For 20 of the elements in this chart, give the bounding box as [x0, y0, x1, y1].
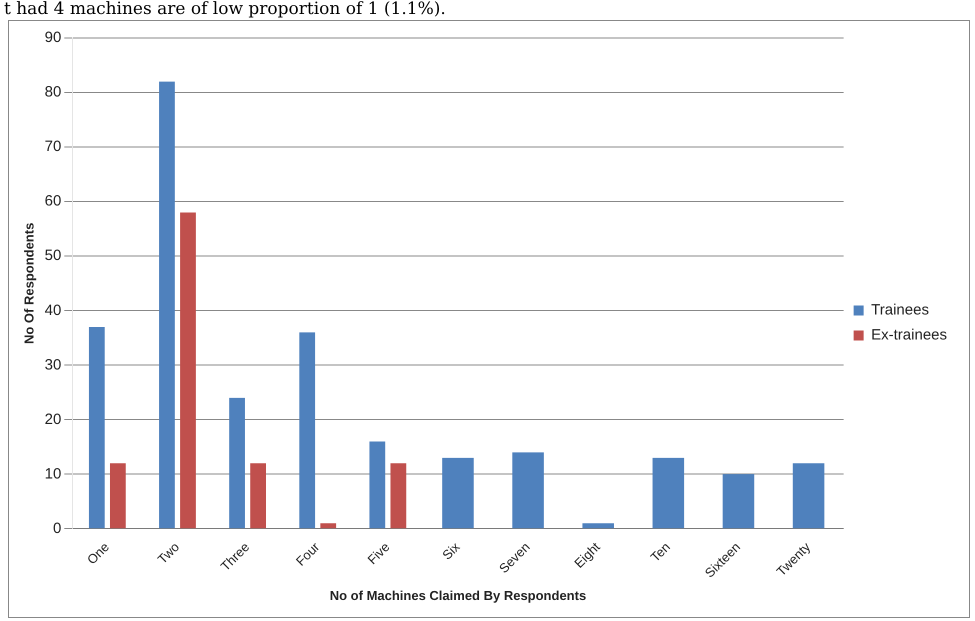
y-tick-label: 0: [52, 520, 62, 537]
y-tick-label: 70: [44, 138, 62, 156]
text: t had 4 machines are of low proportion of 1 (1.1%).: [4, 0, 446, 19]
y-axis-title: No Of Respondents: [21, 222, 36, 344]
y-tick-label: 60: [44, 192, 62, 210]
x-tick-label: Six: [439, 538, 463, 563]
x-tick-label: Five: [364, 539, 392, 568]
legend-label: Ex-trainees: [871, 326, 948, 344]
y-tick-label: 90: [44, 29, 62, 46]
legend-label: Trainees: [871, 302, 929, 319]
x-tick-label: One: [84, 539, 112, 568]
x-axis-title: No of Machines Claimed By Respondents: [330, 588, 586, 603]
y-tick-label: 50: [44, 247, 62, 264]
y-tick-label: 40: [44, 302, 62, 319]
y-tick-label: 10: [44, 465, 62, 482]
y-tick-label: 20: [44, 410, 62, 428]
x-tick-label: Ten: [648, 539, 673, 565]
x-tick-label: Two: [154, 539, 182, 567]
y-tick-label: 30: [44, 356, 62, 374]
y-tick-label: 80: [44, 84, 62, 101]
